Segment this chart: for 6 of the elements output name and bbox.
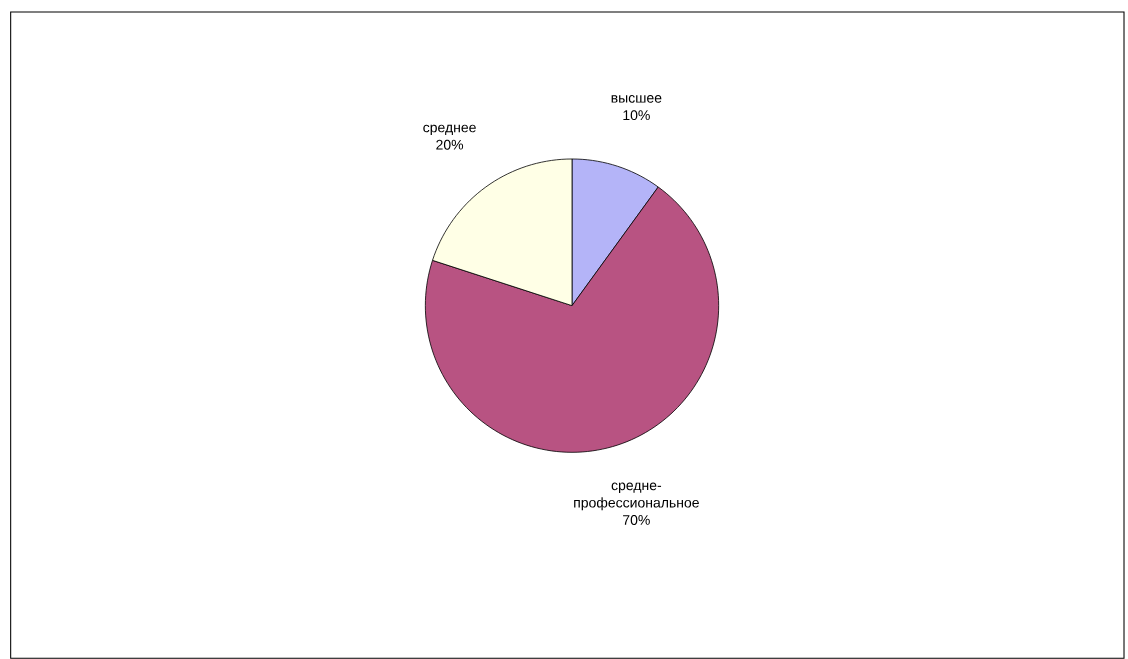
slice-label: средне-профессиональное	[574, 482, 699, 511]
data-label: 20%	[436, 139, 464, 150]
data-label: 10%	[623, 110, 650, 121]
slice-label: высшее	[611, 95, 662, 103]
slice-label: среднее	[423, 124, 476, 136]
data-label: 70%	[623, 514, 650, 525]
